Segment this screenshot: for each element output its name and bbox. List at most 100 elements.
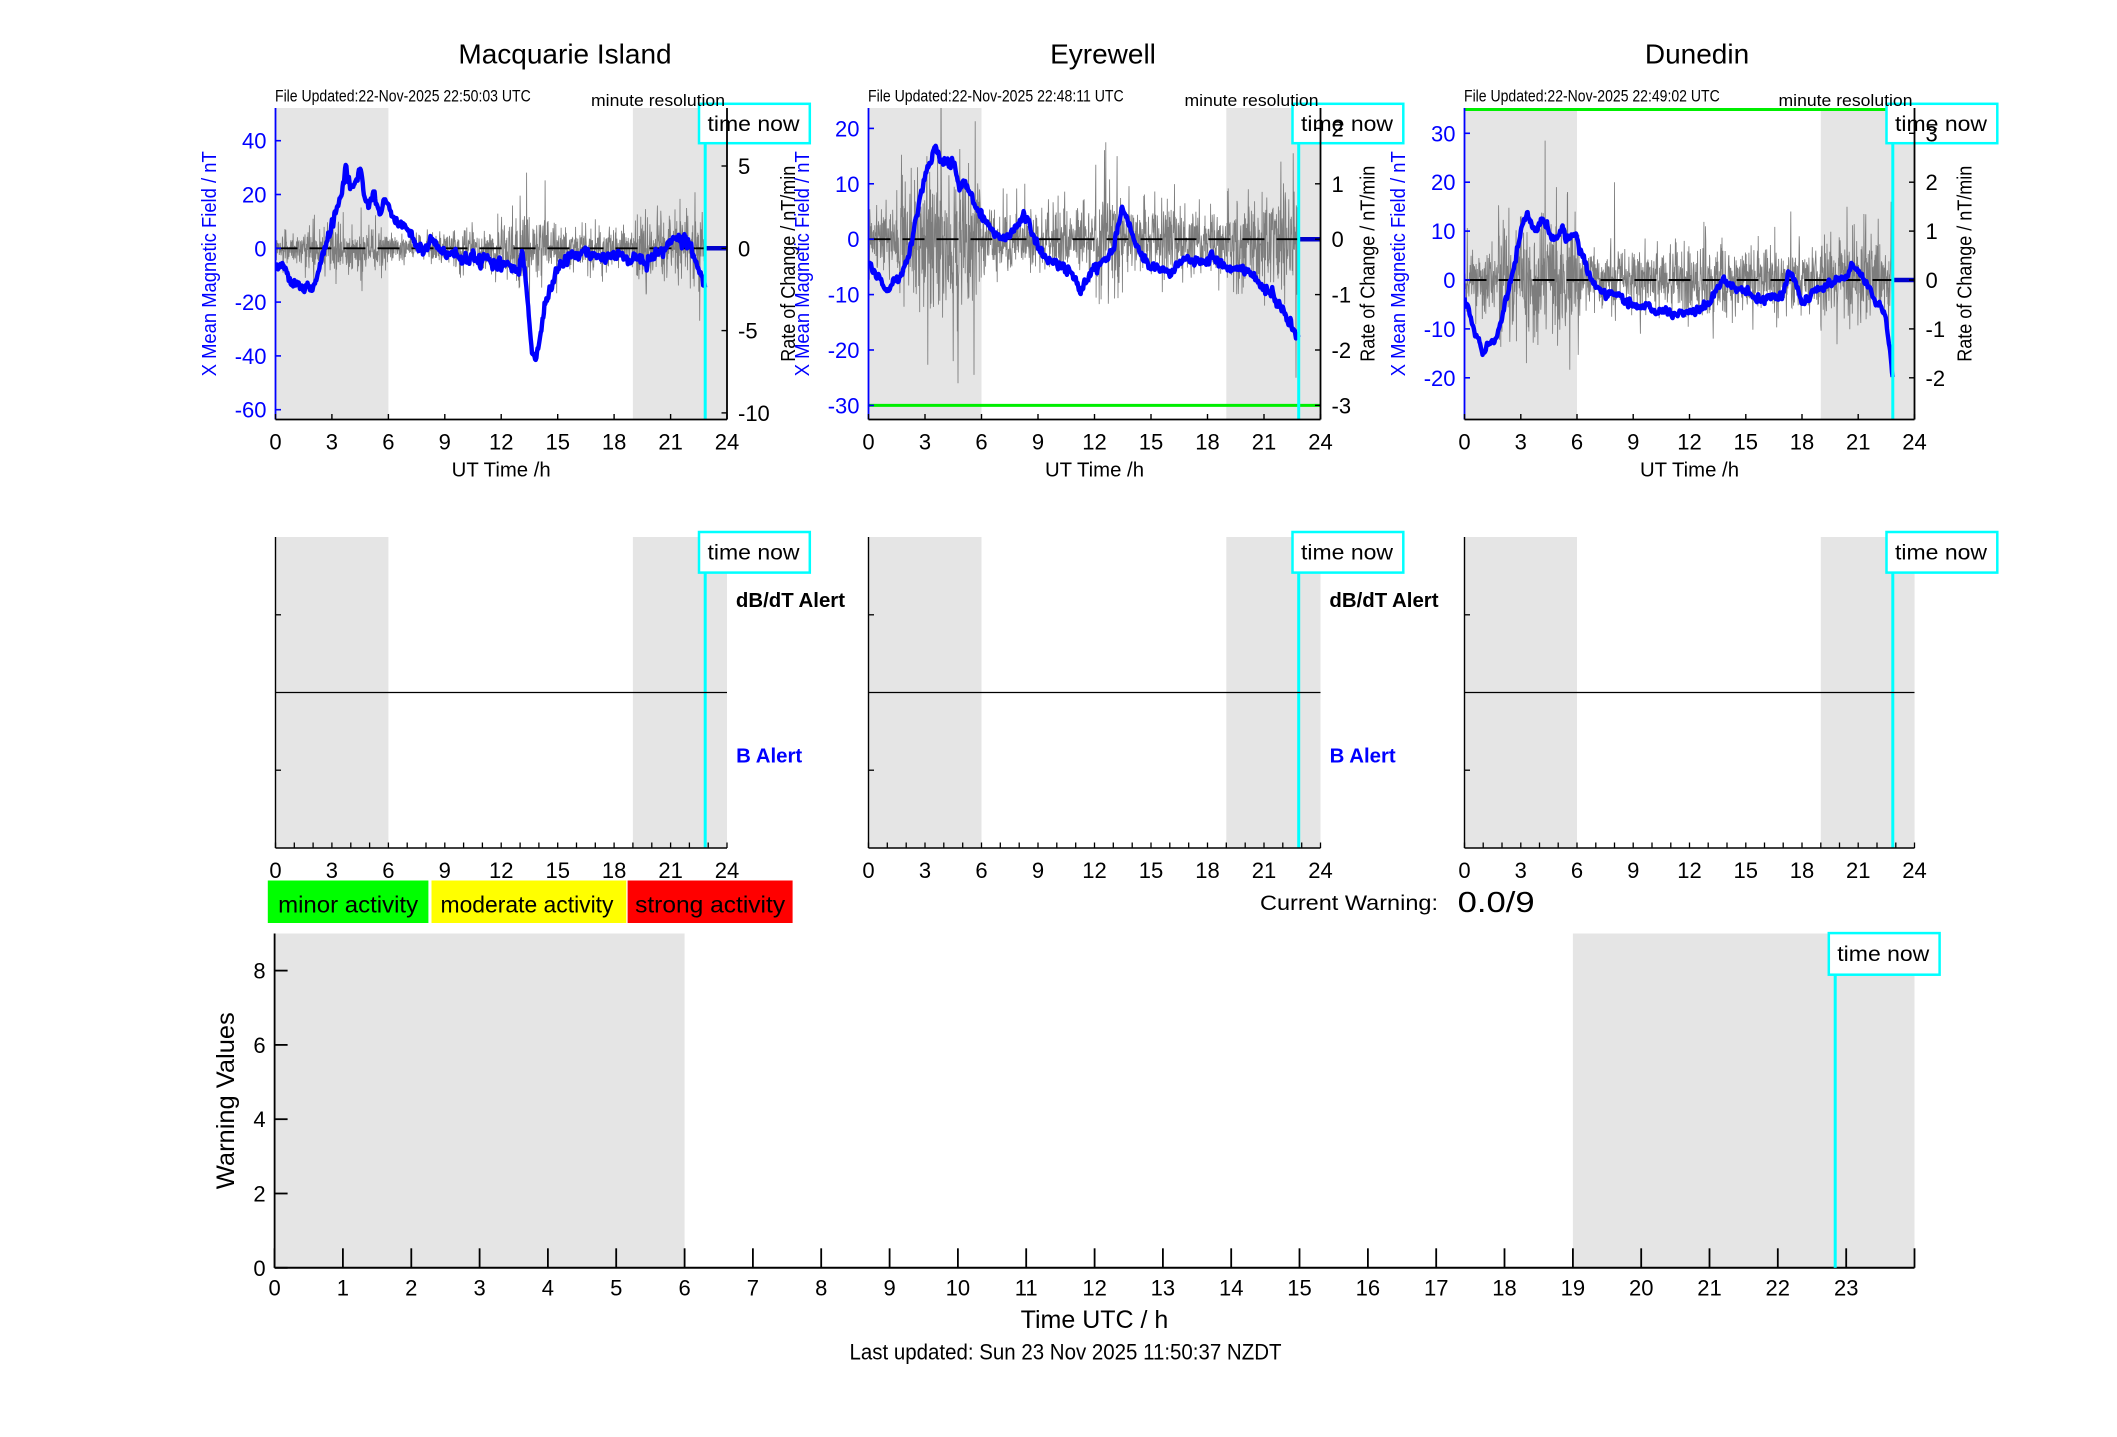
svg-text:0: 0 <box>269 430 281 455</box>
svg-text:File Updated:22-Nov-2025 22:49: File Updated:22-Nov-2025 22:49:02 UTC <box>1464 87 1720 105</box>
svg-text:21: 21 <box>1252 430 1276 455</box>
svg-text:3: 3 <box>326 858 338 883</box>
svg-text:Last updated: Sun 23 Nov 2025: Last updated: Sun 23 Nov 2025 11:50:37 N… <box>850 1339 1282 1364</box>
svg-text:minute resolution: minute resolution <box>1779 92 1913 110</box>
svg-text:15: 15 <box>545 430 569 455</box>
svg-text:3: 3 <box>1515 430 1527 455</box>
svg-text:6: 6 <box>975 430 987 455</box>
svg-text:minute resolution: minute resolution <box>1185 92 1319 110</box>
svg-text:30: 30 <box>1431 121 1455 146</box>
svg-text:15: 15 <box>1734 430 1758 455</box>
svg-text:0: 0 <box>254 236 266 261</box>
svg-text:time now: time now <box>1301 541 1393 565</box>
svg-text:13: 13 <box>1151 1276 1175 1301</box>
svg-text:22: 22 <box>1766 1276 1790 1301</box>
svg-text:0.0/9: 0.0/9 <box>1458 887 1535 919</box>
svg-text:10: 10 <box>946 1276 970 1301</box>
svg-text:24: 24 <box>1308 858 1332 883</box>
svg-text:3: 3 <box>919 858 931 883</box>
svg-text:6: 6 <box>975 858 987 883</box>
svg-text:0: 0 <box>253 1256 265 1281</box>
svg-text:6: 6 <box>382 858 394 883</box>
svg-text:10: 10 <box>1431 219 1455 244</box>
svg-text:-2: -2 <box>1332 338 1352 363</box>
svg-text:1: 1 <box>1926 219 1938 244</box>
svg-text:0: 0 <box>1443 268 1455 293</box>
svg-text:0: 0 <box>1926 268 1938 293</box>
svg-text:12: 12 <box>489 430 513 455</box>
svg-text:0: 0 <box>1332 227 1344 252</box>
svg-text:-60: -60 <box>235 398 267 423</box>
svg-text:12: 12 <box>1677 858 1701 883</box>
svg-text:21: 21 <box>1846 858 1870 883</box>
svg-text:18: 18 <box>1195 858 1219 883</box>
svg-text:minute resolution: minute resolution <box>591 92 725 110</box>
svg-text:time now: time now <box>1895 541 1987 565</box>
svg-text:0: 0 <box>862 858 874 883</box>
svg-text:40: 40 <box>242 129 266 154</box>
svg-text:15: 15 <box>545 858 569 883</box>
svg-text:24: 24 <box>715 858 739 883</box>
svg-text:Rate of Change / nT/min: Rate of Change / nT/min <box>1955 166 1977 362</box>
svg-text:UT Time /h: UT Time /h <box>1640 460 1739 482</box>
svg-text:2: 2 <box>1926 170 1938 195</box>
svg-text:0: 0 <box>1458 430 1470 455</box>
svg-text:2: 2 <box>405 1276 417 1301</box>
svg-text:6: 6 <box>253 1033 265 1058</box>
svg-text:Dunedin: Dunedin <box>1645 39 1749 70</box>
svg-text:UT Time /h: UT Time /h <box>452 460 551 482</box>
svg-text:12: 12 <box>1082 1276 1106 1301</box>
svg-text:Time UTC / h: Time UTC / h <box>1021 1306 1169 1334</box>
svg-text:16: 16 <box>1356 1276 1380 1301</box>
svg-text:15: 15 <box>1139 858 1163 883</box>
svg-text:time now: time now <box>708 112 800 136</box>
svg-text:1: 1 <box>1332 172 1344 197</box>
svg-text:10: 10 <box>835 172 859 197</box>
svg-text:5: 5 <box>610 1276 622 1301</box>
svg-text:15: 15 <box>1139 430 1163 455</box>
svg-text:21: 21 <box>658 430 682 455</box>
svg-text:-5: -5 <box>738 319 758 344</box>
svg-text:-20: -20 <box>235 290 267 315</box>
svg-text:-1: -1 <box>1926 317 1946 342</box>
svg-text:0: 0 <box>269 858 281 883</box>
svg-text:9: 9 <box>439 858 451 883</box>
svg-text:5: 5 <box>738 154 750 179</box>
svg-text:8: 8 <box>815 1276 827 1301</box>
svg-text:15: 15 <box>1734 858 1758 883</box>
svg-text:dB/dT Alert: dB/dT Alert <box>736 590 845 612</box>
svg-text:15: 15 <box>1287 1276 1311 1301</box>
svg-text:Warning Values: Warning Values <box>212 1012 240 1189</box>
svg-text:Rate of Change / nT/min: Rate of Change / nT/min <box>1358 166 1380 362</box>
svg-text:3: 3 <box>326 430 338 455</box>
svg-text:dB/dT Alert: dB/dT Alert <box>1329 590 1438 612</box>
svg-text:4: 4 <box>542 1276 554 1301</box>
svg-text:-10: -10 <box>1424 317 1456 342</box>
svg-text:File Updated:22-Nov-2025 22:48: File Updated:22-Nov-2025 22:48:11 UTC <box>868 87 1124 105</box>
svg-text:9: 9 <box>1032 430 1044 455</box>
svg-text:-40: -40 <box>235 344 267 369</box>
svg-text:6: 6 <box>1571 430 1583 455</box>
svg-text:20: 20 <box>242 183 266 208</box>
svg-text:11: 11 <box>1015 1276 1038 1301</box>
svg-text:time now: time now <box>1837 942 1929 966</box>
svg-text:UT Time /h: UT Time /h <box>1045 460 1144 482</box>
svg-text:0: 0 <box>847 227 859 252</box>
svg-text:B Alert: B Alert <box>736 745 802 767</box>
svg-text:20: 20 <box>1431 170 1455 195</box>
svg-text:3: 3 <box>1515 858 1527 883</box>
svg-text:0: 0 <box>862 430 874 455</box>
svg-text:3: 3 <box>473 1276 485 1301</box>
svg-text:20: 20 <box>1629 1276 1653 1301</box>
svg-text:12: 12 <box>489 858 513 883</box>
svg-text:17: 17 <box>1424 1276 1448 1301</box>
svg-text:X Mean Magnetic Field / nT: X Mean Magnetic Field / nT <box>1388 151 1410 376</box>
svg-text:8: 8 <box>253 959 265 984</box>
svg-text:File Updated:22-Nov-2025 22:50: File Updated:22-Nov-2025 22:50:03 UTC <box>275 87 531 105</box>
svg-text:-10: -10 <box>738 401 770 426</box>
svg-text:20: 20 <box>835 116 859 141</box>
svg-text:strong activity: strong activity <box>635 892 785 918</box>
svg-text:6: 6 <box>1571 858 1583 883</box>
svg-text:X Mean Magnetic Field / nT: X Mean Magnetic Field / nT <box>792 151 814 376</box>
svg-text:12: 12 <box>1082 430 1106 455</box>
